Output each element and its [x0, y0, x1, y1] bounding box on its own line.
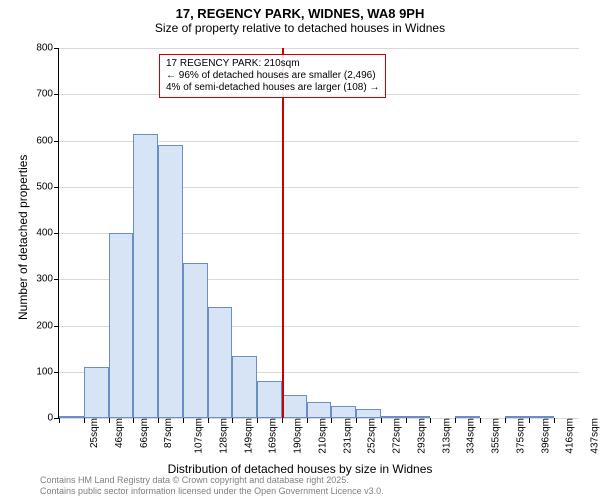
histogram-bar [282, 395, 307, 418]
y-tick-mark [54, 326, 59, 327]
x-tick-mark [455, 418, 456, 423]
x-tick-mark [529, 418, 530, 423]
x-tick-mark [480, 418, 481, 423]
x-tick-label: 190sqm [291, 418, 304, 454]
x-tick-mark [232, 418, 233, 423]
x-tick-mark [282, 418, 283, 423]
annotation-line: 4% of semi-detached houses are larger (1… [166, 82, 379, 94]
histogram-bar [59, 416, 84, 418]
footer-line: Contains public sector information licen… [40, 486, 384, 497]
histogram-bar [356, 409, 381, 418]
y-tick-mark [54, 279, 59, 280]
histogram-bar [84, 367, 109, 418]
x-tick-mark [109, 418, 110, 423]
annotation-line: 17 REGENCY PARK: 210sqm [166, 58, 379, 70]
histogram-bar [208, 307, 233, 418]
x-tick-mark [208, 418, 209, 423]
x-tick-label: 231sqm [340, 418, 353, 454]
x-tick-label: 252sqm [365, 418, 378, 454]
y-tick-mark [54, 233, 59, 234]
annotation-box: 17 REGENCY PARK: 210sqm← 96% of detached… [159, 54, 386, 98]
histogram-bar [331, 406, 356, 418]
x-tick-mark [331, 418, 332, 423]
y-tick-mark [54, 141, 59, 142]
y-tick-mark [54, 48, 59, 49]
x-tick-label: 416sqm [563, 418, 576, 454]
x-tick-mark [554, 418, 555, 423]
x-tick-mark [158, 418, 159, 423]
x-tick-label: 272sqm [390, 418, 403, 454]
x-tick-label: 107sqm [192, 418, 205, 454]
chart-subtitle: Size of property relative to detached ho… [0, 21, 600, 39]
chart-container: 17, REGENCY PARK, WIDNES, WA8 9PH Size o… [0, 0, 600, 500]
x-tick-mark [183, 418, 184, 423]
x-axis-label: Distribution of detached houses by size … [0, 462, 600, 476]
x-tick-mark [84, 418, 85, 423]
x-tick-label: 437sqm [588, 418, 600, 454]
x-tick-label: 87sqm [161, 418, 174, 448]
x-tick-label: 169sqm [266, 418, 279, 454]
x-tick-label: 46sqm [112, 418, 125, 448]
x-tick-mark [505, 418, 506, 423]
x-tick-label: 128sqm [216, 418, 229, 454]
histogram-bar [133, 134, 158, 418]
x-tick-mark [59, 418, 60, 423]
histogram-bar [183, 263, 208, 418]
x-tick-label: 293sqm [414, 418, 427, 454]
annotation-line: ← 96% of detached houses are smaller (2,… [166, 70, 379, 82]
x-tick-label: 313sqm [439, 418, 452, 454]
x-tick-mark [257, 418, 258, 423]
histogram-bar [158, 145, 183, 418]
x-tick-label: 149sqm [241, 418, 254, 454]
x-tick-label: 66sqm [137, 418, 150, 448]
histogram-bar [232, 356, 257, 418]
x-tick-mark [430, 418, 431, 423]
x-tick-mark [133, 418, 134, 423]
plot-area: 010020030040050060070080025sqm46sqm66sqm… [58, 48, 579, 419]
y-tick-mark [54, 187, 59, 188]
reference-line [282, 48, 284, 418]
y-tick-mark [54, 94, 59, 95]
x-tick-label: 355sqm [489, 418, 502, 454]
histogram-bar [307, 402, 332, 418]
chart-title: 17, REGENCY PARK, WIDNES, WA8 9PH [0, 0, 600, 21]
x-tick-label: 334sqm [464, 418, 477, 454]
x-tick-mark [381, 418, 382, 423]
x-tick-label: 210sqm [315, 418, 328, 454]
x-tick-mark [356, 418, 357, 423]
x-tick-label: 375sqm [514, 418, 527, 454]
y-axis-label: Number of detached properties [16, 155, 30, 320]
x-tick-label: 25sqm [87, 418, 100, 448]
x-tick-mark [406, 418, 407, 423]
gridline [59, 48, 579, 49]
histogram-bar [257, 381, 282, 418]
attribution-footer: Contains HM Land Registry data © Crown c… [40, 475, 384, 497]
histogram-bar [109, 233, 134, 418]
y-tick-mark [54, 372, 59, 373]
footer-line: Contains HM Land Registry data © Crown c… [40, 475, 384, 486]
x-tick-label: 396sqm [538, 418, 551, 454]
x-tick-mark [307, 418, 308, 423]
